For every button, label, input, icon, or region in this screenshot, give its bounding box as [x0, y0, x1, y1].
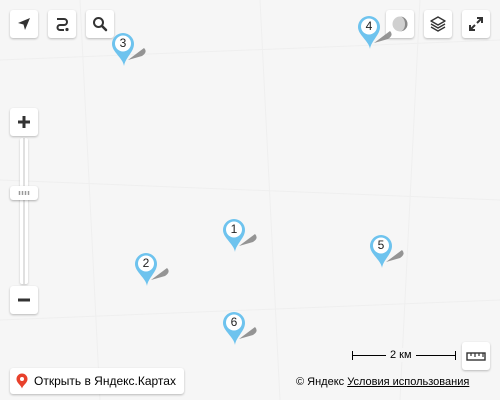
- placemark-icon: [370, 235, 404, 268]
- map-marker-2[interactable]: 2: [133, 252, 173, 296]
- marker-label: 6: [230, 315, 238, 329]
- placemark-icon: [112, 33, 146, 66]
- layers-button[interactable]: [424, 10, 452, 38]
- map-marker-1[interactable]: 1: [221, 218, 261, 262]
- search-button[interactable]: [86, 10, 114, 38]
- fullscreen-icon: [469, 17, 483, 31]
- scale-label: 2 км: [386, 348, 416, 362]
- marker-label: 2: [142, 256, 150, 270]
- map-marker-4[interactable]: 4: [356, 15, 396, 59]
- route-icon: [56, 18, 69, 32]
- arrow-navigation-icon: [18, 18, 30, 30]
- map-marker-3[interactable]: 3: [110, 32, 150, 76]
- marker-label: 1: [230, 222, 238, 236]
- open-in-yandex-maps-label: Открыть в Яндекс.Картах: [34, 374, 176, 388]
- marker-label: 3: [119, 36, 127, 50]
- terms-of-use-link[interactable]: Условия использования: [347, 376, 470, 388]
- search-icon: [93, 17, 108, 32]
- layers-icon: [430, 16, 446, 32]
- scale-tick-left: [352, 351, 353, 360]
- zoom-out-button[interactable]: [10, 286, 38, 314]
- map-marker-6[interactable]: 6: [221, 311, 261, 355]
- placemark-icon: [223, 312, 257, 345]
- map-scale: 2 км: [352, 348, 456, 362]
- marker-label: 4: [365, 19, 373, 33]
- zoom-in-button[interactable]: [10, 108, 38, 136]
- zoom-slider-track[interactable]: [20, 138, 28, 284]
- map-marker-5[interactable]: 5: [368, 234, 408, 278]
- geolocation-button[interactable]: [10, 10, 38, 38]
- placemark-icon: [223, 219, 257, 252]
- copyright-owner: © Яндекс: [296, 376, 345, 388]
- ruler-button[interactable]: [462, 342, 490, 370]
- fullscreen-button[interactable]: [462, 10, 490, 38]
- marker-label: 5: [377, 238, 385, 252]
- zoom-slider-thumb[interactable]: [10, 186, 38, 200]
- route-button[interactable]: [48, 10, 76, 38]
- placemark-icon: [135, 253, 169, 286]
- ruler-icon: [466, 352, 486, 361]
- minus-icon: [18, 298, 30, 302]
- copyright: © Яндекс Условия использования: [296, 376, 469, 388]
- scale-tick-right: [455, 351, 456, 360]
- traffic-icon: [392, 16, 408, 32]
- open-in-yandex-maps-button[interactable]: Открыть в Яндекс.Картах: [10, 368, 184, 394]
- placemark-icon: [358, 16, 392, 49]
- map-pin-icon: [16, 373, 28, 389]
- plus-icon: [18, 116, 30, 128]
